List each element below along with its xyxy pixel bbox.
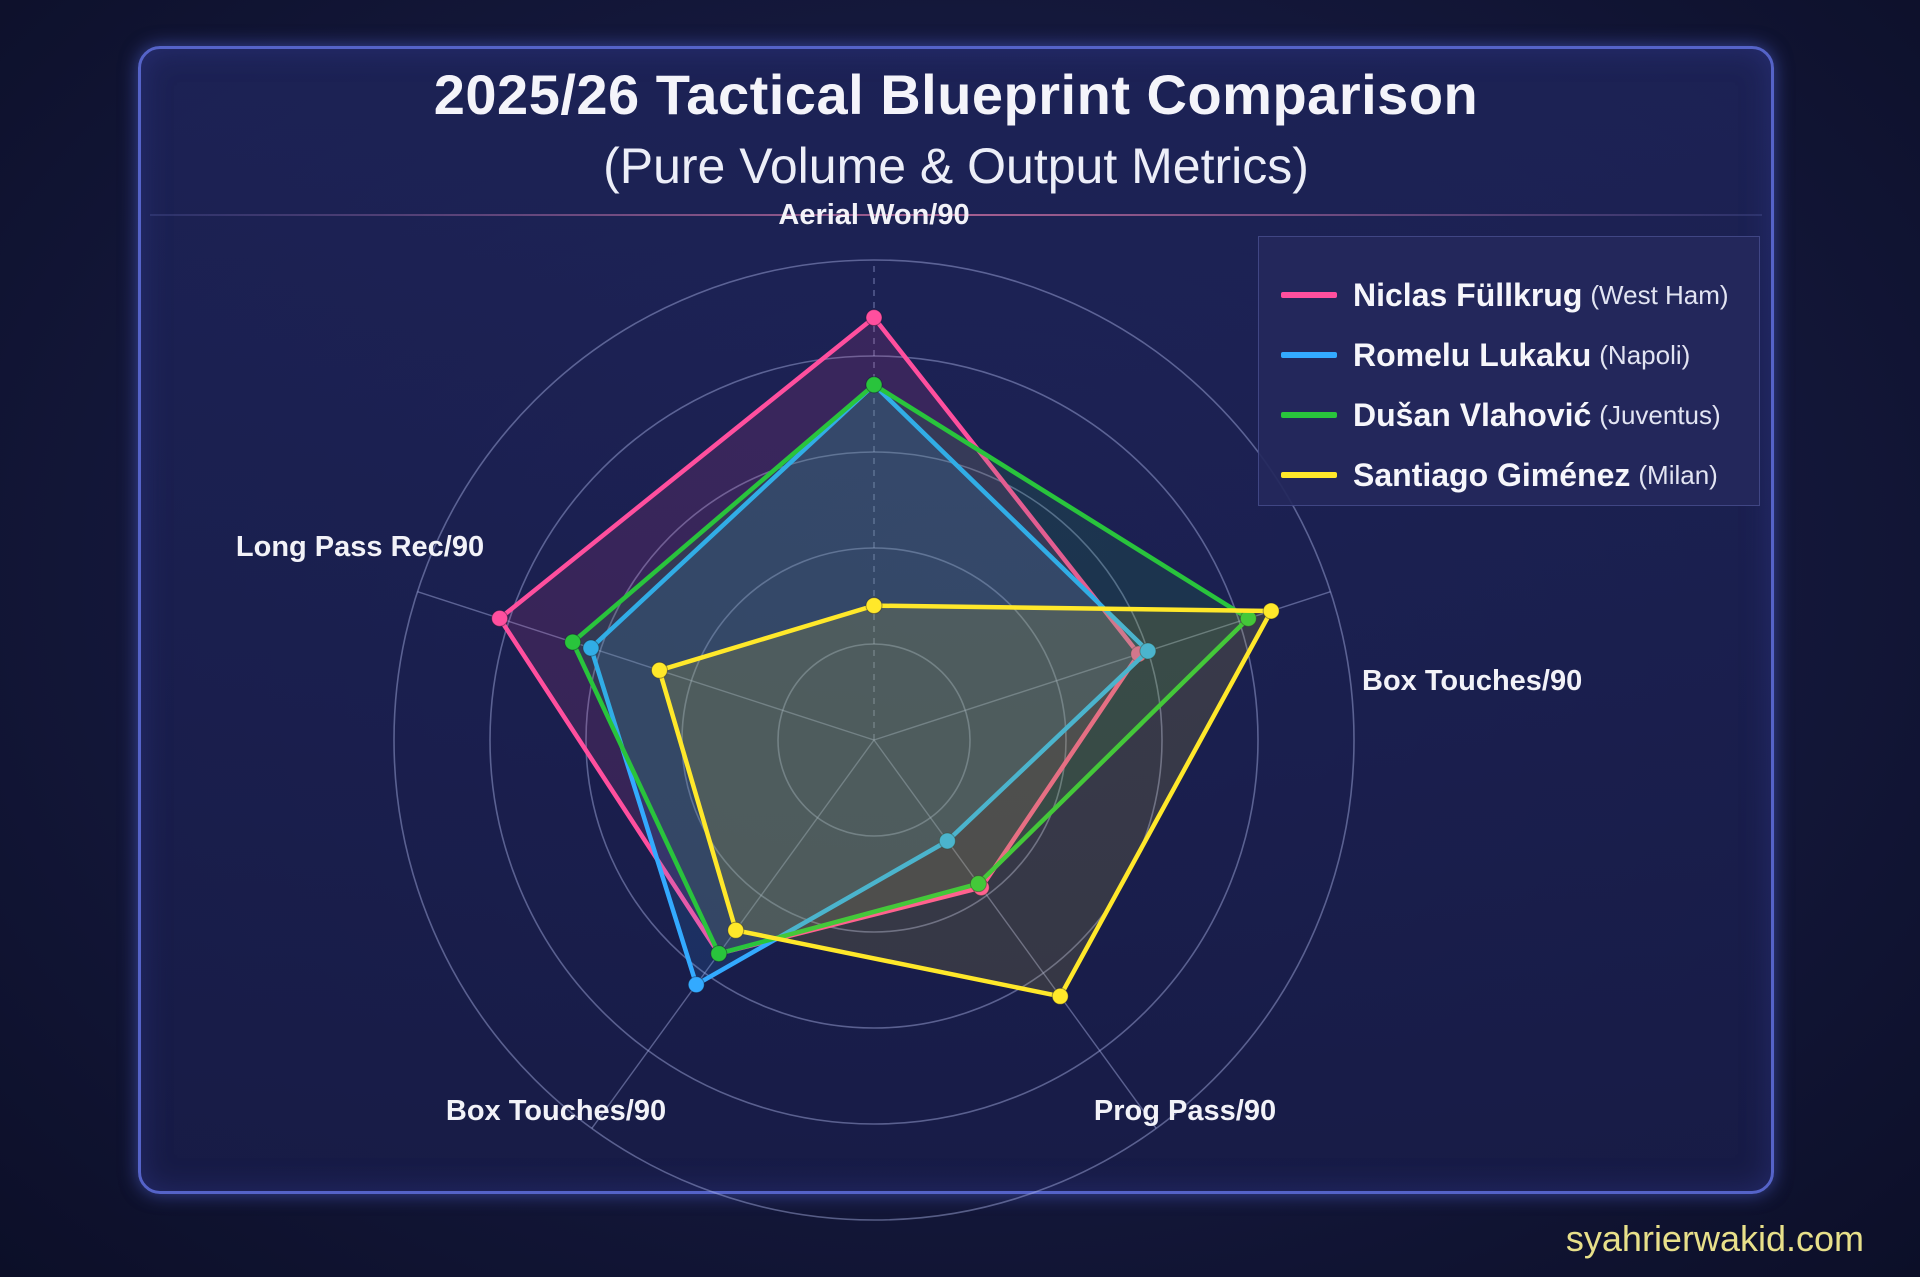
series-group <box>564 376 1257 963</box>
data-point <box>865 376 883 394</box>
legend-item: Dušan Vlahović (Juventus) <box>1259 385 1759 445</box>
data-point <box>1139 642 1157 660</box>
axis-spoke <box>873 739 1157 1129</box>
legend-player-name: Romelu Lukaku <box>1353 336 1592 373</box>
data-point <box>687 976 705 994</box>
watermark: syahrierwakid.com <box>1565 1218 1864 1259</box>
title-divider <box>150 214 1762 216</box>
axis-label: Long Pass Rec/90 <box>236 531 484 563</box>
data-point <box>1262 602 1280 620</box>
legend-team-name: (Napoli) <box>1599 339 1691 370</box>
data-point <box>969 875 987 893</box>
axis-label: Aerial Won/90 <box>778 199 969 231</box>
data-point <box>727 921 745 939</box>
legend-item: Romelu Lukaku (Napoli) <box>1259 325 1759 385</box>
data-point <box>582 639 600 657</box>
axis-label: Prog Pass/90 <box>1094 1095 1276 1127</box>
grid-ring <box>393 259 1355 1221</box>
data-point <box>491 609 509 627</box>
series-polygon <box>657 603 1274 999</box>
chart-title: 2025/26 Tactical Blueprint Comparison <box>433 63 1479 126</box>
legend-team-name: (West Ham) <box>1590 279 1729 310</box>
grid-ring <box>489 355 1259 1125</box>
series-group <box>650 597 1280 1005</box>
data-point <box>710 945 728 963</box>
legend: Niclas Füllkrug (West Ham) Romelu Lukaku… <box>1258 236 1760 506</box>
legend-swatch <box>1281 412 1337 418</box>
grid-ring <box>585 451 1163 1029</box>
legend-team-name: (Milan) <box>1638 459 1718 490</box>
data-point <box>938 832 956 850</box>
data-point <box>865 597 883 615</box>
legend-item: Niclas Füllkrug (West Ham) <box>1259 265 1759 325</box>
legend-player-name: Niclas Füllkrug <box>1353 276 1583 313</box>
legend-player-name: Santiago Giménez <box>1353 456 1631 493</box>
axis-label: Box Touches/90 <box>446 1095 666 1127</box>
data-point <box>650 661 668 679</box>
legend-swatch <box>1281 292 1337 298</box>
chart-subtitle: (Pure Volume & Output Metrics) <box>603 138 1309 194</box>
grid-ring <box>777 643 971 837</box>
data-point <box>865 309 883 327</box>
series-polygon <box>570 382 1251 956</box>
data-point <box>1051 987 1069 1005</box>
legend-swatch <box>1281 352 1337 358</box>
legend-swatch <box>1281 472 1337 478</box>
legend-team-name: (Juventus) <box>1599 399 1721 430</box>
legend-item: Santiago Giménez (Milan) <box>1259 445 1759 505</box>
axis-label: Box Touches/90 <box>1362 665 1582 697</box>
data-point <box>564 633 582 651</box>
legend-player-name: Dušan Vlahović <box>1353 396 1592 433</box>
